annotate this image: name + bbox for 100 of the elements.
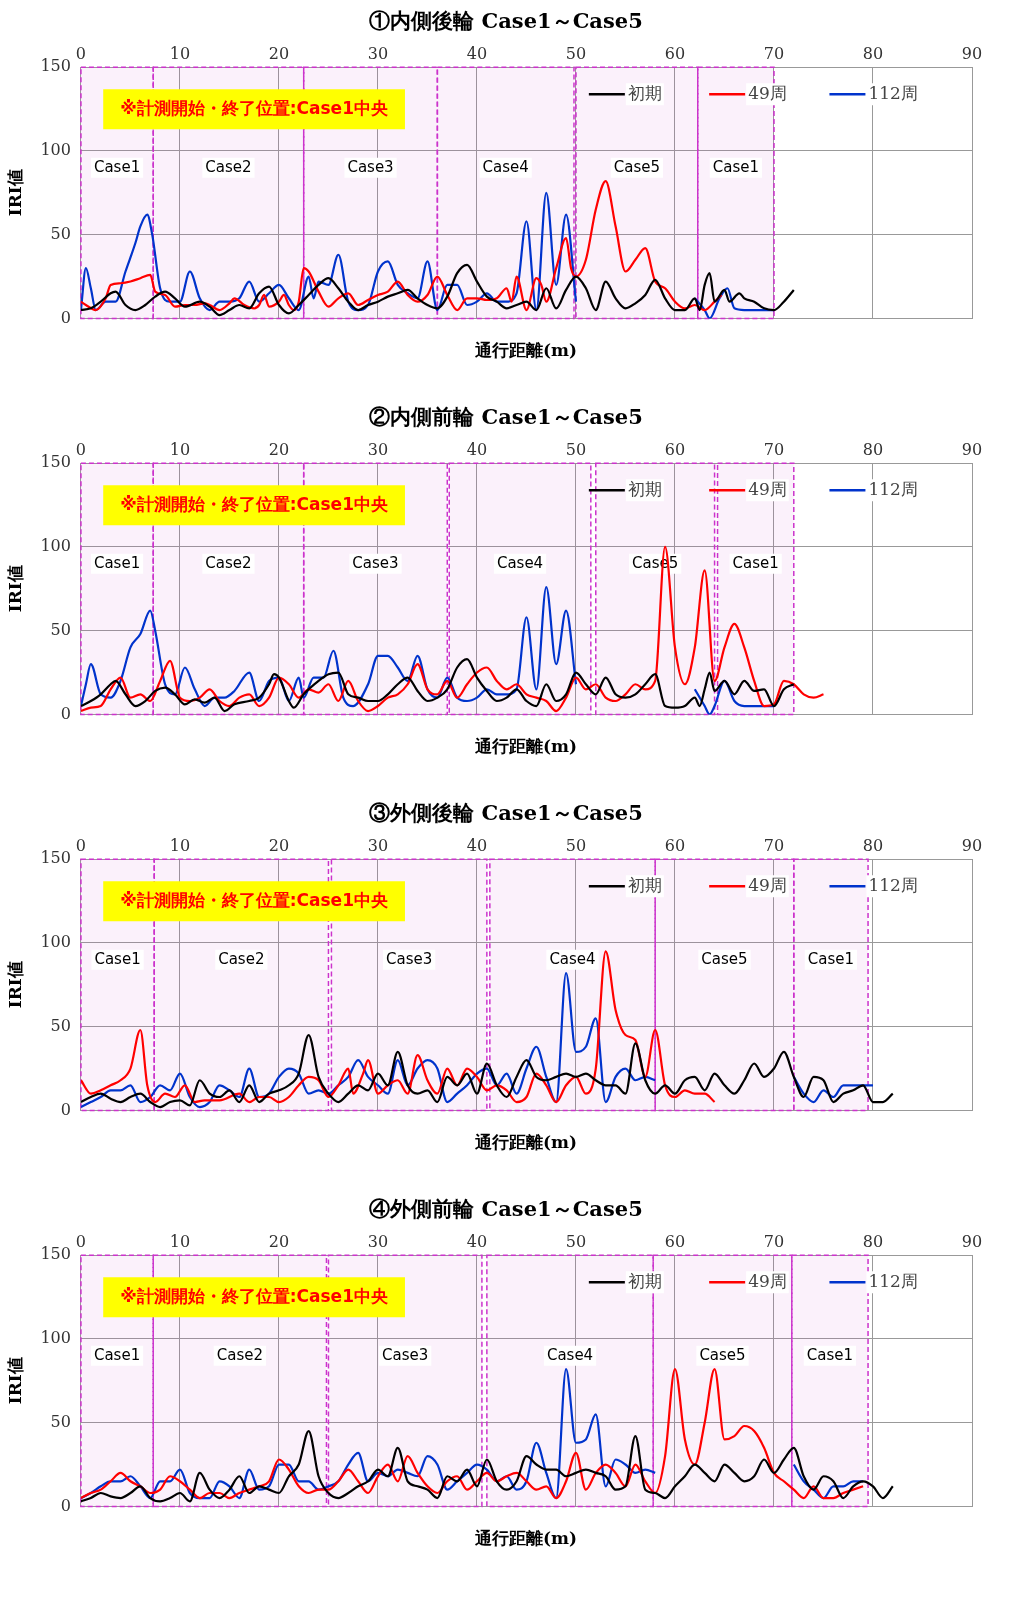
line-series <box>80 179 723 312</box>
y-tick-label: 50 <box>50 223 71 243</box>
line-series <box>80 1033 894 1109</box>
y-tick-label: 0 <box>60 307 71 327</box>
x-tick-label: 70 <box>763 43 785 63</box>
legend-label: 49周 <box>748 478 787 499</box>
annotation: ※計測開始・終了位置:Case1中央 <box>120 889 389 910</box>
x-tick-label: 0 <box>75 1231 87 1251</box>
band-label: Case1 <box>93 1345 141 1364</box>
band-label: Case1 <box>93 157 141 176</box>
x-axis-title: 通行距離(m) <box>473 1527 579 1550</box>
x-tick-label: 30 <box>367 43 389 63</box>
y-axis-title: IRI値 <box>4 961 25 1009</box>
line-series <box>80 1429 894 1503</box>
annotation: ※計測開始・終了位置:Case1中央 <box>120 493 389 514</box>
line-series <box>80 545 825 713</box>
x-tick-label: 80 <box>862 1231 884 1251</box>
y-tick-label: 100 <box>40 140 71 160</box>
band-label: Case2 <box>205 157 252 176</box>
band-label: Case1 <box>732 553 779 572</box>
x-tick-label: 50 <box>565 439 587 459</box>
x-tick-label: 20 <box>268 43 290 63</box>
x-tick-label: 30 <box>367 439 389 459</box>
band-label: Case4 <box>496 553 544 572</box>
x-tick-label: 20 <box>268 1231 290 1251</box>
x-tick-label: 90 <box>961 835 983 855</box>
y-axis-title: IRI値 <box>4 169 25 217</box>
legend-label: 112周 <box>868 478 918 499</box>
band-label: Case5 <box>613 157 660 176</box>
band-label: Case5 <box>699 1345 746 1364</box>
legend-label: 112周 <box>868 82 918 103</box>
chart-title: ④外側前輪 Case1～Case5 <box>368 1195 644 1223</box>
y-tick-label: 150 <box>40 1244 71 1264</box>
band-label: Case3 <box>382 1345 429 1364</box>
x-tick-label: 60 <box>664 439 686 459</box>
x-tick-label: 0 <box>75 835 87 855</box>
x-tick-label: 10 <box>169 43 191 63</box>
x-tick-label: 60 <box>664 1231 686 1251</box>
x-tick-label: 60 <box>664 43 686 63</box>
x-tick-label: 90 <box>961 439 983 459</box>
y-tick-label: 50 <box>50 619 71 639</box>
y-tick-label: 0 <box>60 1495 71 1515</box>
y-tick-label: 0 <box>60 703 71 723</box>
band-label: Case3 <box>352 553 399 572</box>
x-tick-label: 30 <box>367 1231 389 1251</box>
y-tick-label: 100 <box>40 932 71 952</box>
band-label: Case5 <box>701 949 748 968</box>
annotation: ※計測開始・終了位置:Case1中央 <box>120 1285 389 1306</box>
x-axis-title: 通行距離(m) <box>473 339 579 362</box>
y-tick-label: 150 <box>40 56 71 76</box>
x-tick-label: 20 <box>268 439 290 459</box>
x-tick-label: 50 <box>565 43 587 63</box>
x-tick-label: 0 <box>75 439 87 459</box>
line-series <box>80 1367 865 1500</box>
band-label: Case4 <box>546 1345 594 1364</box>
x-tick-label: 10 <box>169 439 191 459</box>
x-tick-label: 10 <box>169 835 191 855</box>
legend-label: 初期 <box>627 1270 662 1291</box>
band-label: Case1 <box>94 949 141 968</box>
annotation: ※計測開始・終了位置:Case1中央 <box>120 97 389 118</box>
legend-label: 初期 <box>627 874 662 895</box>
x-tick-label: 50 <box>565 835 587 855</box>
band-label: Case2 <box>216 1345 263 1364</box>
band-label: Case2 <box>218 949 265 968</box>
x-tick-label: 70 <box>763 1231 785 1251</box>
band-label: Case1 <box>712 157 759 176</box>
x-axis-title: 通行距離(m) <box>473 735 579 758</box>
legend-label: 49周 <box>748 1270 787 1291</box>
y-tick-label: 50 <box>50 1015 71 1035</box>
band-label: Case4 <box>549 949 596 968</box>
x-tick-label: 80 <box>862 439 884 459</box>
y-axis-title: IRI値 <box>4 1357 25 1405</box>
x-tick-label: 80 <box>862 835 884 855</box>
x-tick-label: 70 <box>763 439 785 459</box>
x-tick-label: 40 <box>466 439 488 459</box>
y-tick-label: 50 <box>50 1411 71 1431</box>
x-tick-label: 10 <box>169 1231 191 1251</box>
y-tick-label: 100 <box>40 536 71 556</box>
band-label: Case4 <box>482 157 529 176</box>
legend-label: 初期 <box>627 82 662 103</box>
legend-label: 112周 <box>868 1270 918 1291</box>
x-tick-label: 0 <box>75 43 87 63</box>
chart-title: ②内側前輪 Case1～Case5 <box>368 403 644 431</box>
y-axis-title: IRI値 <box>4 565 25 613</box>
x-tick-label: 90 <box>961 43 983 63</box>
chart-title: ①内側後輪 Case1～Case5 <box>368 7 644 35</box>
band-label: Case1 <box>807 949 855 968</box>
line-series <box>80 263 795 317</box>
y-tick-label: 0 <box>60 1099 71 1119</box>
x-tick-label: 50 <box>565 1231 587 1251</box>
band-label: Case3 <box>347 157 394 176</box>
y-tick-label: 100 <box>40 1328 71 1348</box>
chart-title: ③外側後輪 Case1～Case5 <box>368 799 644 827</box>
x-tick-label: 90 <box>961 1231 983 1251</box>
band-label: Case3 <box>386 949 433 968</box>
x-tick-label: 40 <box>466 43 488 63</box>
x-axis-title: 通行距離(m) <box>473 1131 579 1154</box>
x-tick-label: 60 <box>664 835 686 855</box>
x-tick-label: 40 <box>466 1231 488 1251</box>
legend-label: 49周 <box>748 874 787 895</box>
